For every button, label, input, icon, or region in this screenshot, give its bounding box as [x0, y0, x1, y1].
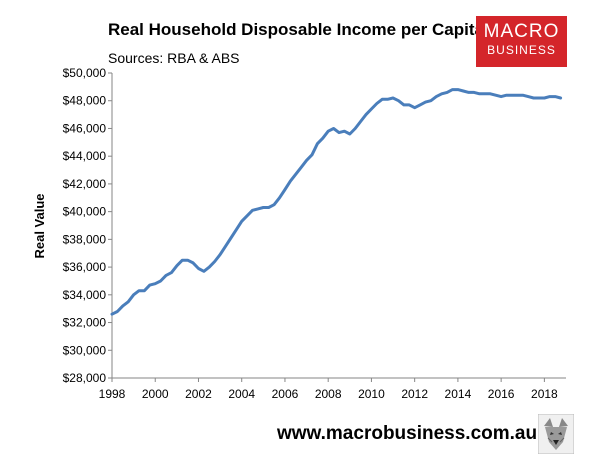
y-tick-label: $30,000: [63, 343, 107, 357]
y-tick-label: $34,000: [63, 288, 107, 302]
y-tick-label: $38,000: [63, 232, 107, 246]
chart-title: Real Household Disposable Income per Cap…: [108, 20, 484, 39]
y-tick-label: $28,000: [63, 371, 107, 385]
chart-axes: [108, 72, 566, 382]
x-tick-label: 2012: [401, 387, 428, 401]
chart-series: [110, 88, 563, 316]
y-tick-label: $50,000: [63, 66, 107, 80]
chart-subtitle: Sources: RBA & ABS: [108, 50, 240, 66]
y-tick-label: $44,000: [63, 149, 107, 163]
x-tick-label: 2002: [185, 387, 212, 401]
x-tick-label: 2014: [445, 387, 472, 401]
y-tick-label: $46,000: [63, 121, 107, 135]
x-tick-label: 2016: [488, 387, 515, 401]
income-series-line: [110, 88, 563, 316]
brand-logo-line1: MACRO: [483, 21, 560, 42]
y-tick-label: $32,000: [63, 316, 107, 330]
brand-logo: MACRO BUSINESS: [476, 16, 567, 67]
wolf-logo-icon: [538, 414, 574, 454]
y-tick-label: $48,000: [63, 94, 107, 108]
y-tick-label: $40,000: [63, 205, 107, 219]
x-tick-label: 1998: [99, 387, 126, 401]
y-axis-title: Real Value: [32, 193, 47, 258]
x-tick-label: 2008: [315, 387, 342, 401]
x-tick-label: 2004: [228, 387, 255, 401]
x-tick-label: 2006: [272, 387, 299, 401]
chart-tick-labels: $28,000 $30,000 $32,000 $34,000 $36,000 $38,0…: [63, 66, 558, 401]
x-tick-label: 2000: [142, 387, 169, 401]
brand-logo-line2: BUSINESS: [487, 43, 556, 57]
x-tick-label: 2010: [358, 387, 385, 401]
footer-url: www.macrobusiness.com.au: [277, 423, 538, 444]
y-tick-label: $42,000: [63, 177, 107, 191]
y-tick-label: $36,000: [63, 260, 107, 274]
x-tick-label: 2018: [531, 387, 558, 401]
